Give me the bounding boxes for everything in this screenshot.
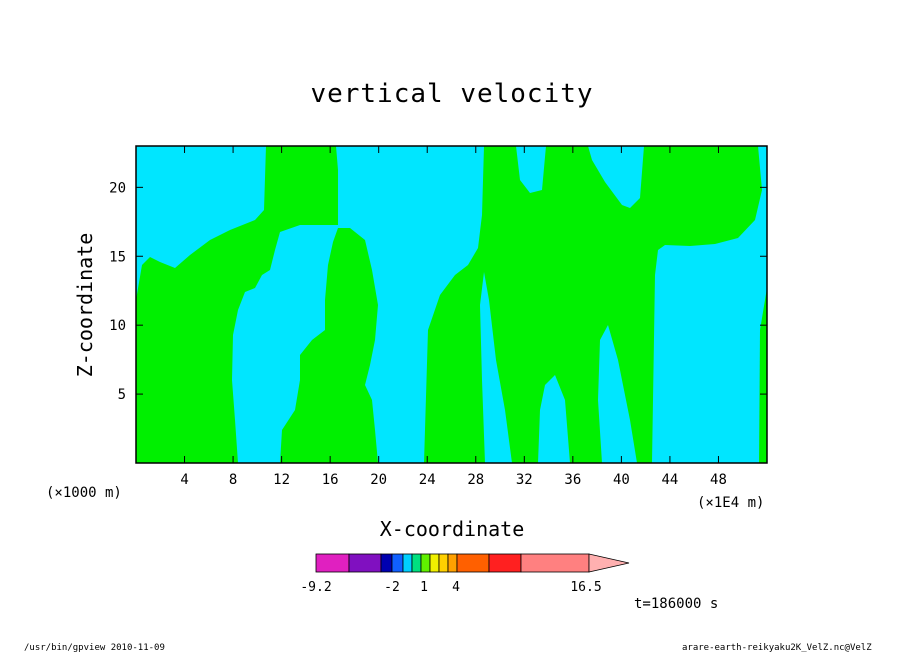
x-tick-label: 8 (229, 472, 237, 488)
x-tick-label: 20 (370, 472, 387, 488)
x-unit-right-label: (×1E4 m) (697, 495, 764, 511)
x-tick-label: 4 (180, 472, 188, 488)
green-region-right (424, 146, 762, 463)
x-tick-label: 12 (273, 472, 290, 488)
green-region-far-right (759, 288, 767, 463)
colorbar-swatch (429, 553, 440, 573)
colorbar-label: -2 (384, 580, 400, 595)
x-tick-label: 32 (516, 472, 533, 488)
chart-title: vertical velocity (310, 79, 593, 109)
colorbar-swatch (411, 553, 422, 573)
footer-right: arare-earth-reikyaku2K_VelZ.nc@VelZ (682, 643, 872, 653)
x-axis-ticks: 4 8 12 16 20 24 28 32 36 40 44 48 (180, 146, 727, 488)
y-axis-label: Z-coordinate (73, 233, 97, 378)
x-tick-label: 24 (419, 472, 436, 488)
colorbar-swatch (402, 553, 413, 573)
y-tick-label: 20 (109, 180, 126, 196)
positive-velocity-regions (136, 146, 767, 463)
time-label: t=186000 s (634, 596, 718, 612)
x-axis-label: X-coordinate (380, 517, 525, 541)
colorbar-swatch (456, 553, 490, 573)
colorbar-swatch (447, 553, 458, 573)
y-tick-label: 10 (109, 318, 126, 334)
green-region-center (280, 228, 378, 463)
colorbar-swatch (420, 553, 431, 573)
colorbar: -9.2 -2 1 4 16.5 (300, 553, 630, 595)
x-tick-label: 44 (661, 472, 678, 488)
colorbar-swatch (391, 553, 404, 573)
colorbar-label: 16.5 (570, 580, 601, 595)
x-tick-label: 40 (613, 472, 630, 488)
x-tick-label: 16 (322, 472, 339, 488)
green-region-left (136, 146, 338, 463)
colorbar-swatch (348, 553, 382, 573)
colorbar-swatch (315, 553, 350, 573)
footer-left: /usr/bin/gpview 2010-11-09 (24, 643, 165, 653)
plot-frame (135, 145, 768, 464)
colorbar-label: 1 (420, 580, 428, 595)
colorbar-swatch (488, 553, 522, 573)
colorbar-swatch (520, 553, 590, 573)
x-tick-label: 48 (710, 472, 727, 488)
colorbar-label: -9.2 (300, 580, 331, 595)
y-tick-label: 15 (109, 249, 126, 265)
x-tick-label: 28 (467, 472, 484, 488)
y-axis-ticks: 5 10 15 20 (109, 180, 767, 403)
colorbar-swatch (438, 553, 449, 573)
colorbar-extension (588, 553, 630, 573)
colorbar-swatch (380, 553, 393, 573)
colorbar-label: 4 (452, 580, 460, 595)
x-unit-left-label: (×1000 m) (46, 485, 122, 501)
x-tick-label: 36 (564, 472, 581, 488)
y-tick-label: 5 (118, 387, 126, 403)
